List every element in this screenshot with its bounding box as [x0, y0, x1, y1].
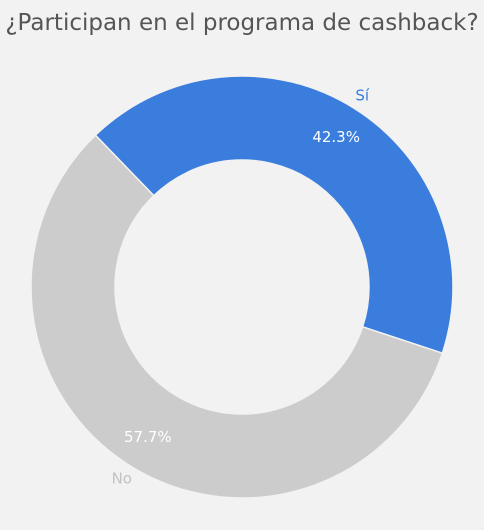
- slice-no: [30, 134, 444, 499]
- slice-labels: 42.3% Sí 57.7% No: [112, 87, 370, 488]
- percent-label-no: 57.7%: [124, 428, 172, 446]
- category-label-no: No: [112, 469, 132, 487]
- category-label-si: Sí: [355, 87, 370, 105]
- slice-si: [94, 75, 454, 355]
- percent-label-si: 42.3%: [312, 128, 360, 146]
- chart-title: ¿Participan en el programa de cashback?: [5, 10, 478, 36]
- donut-slices: [30, 75, 454, 499]
